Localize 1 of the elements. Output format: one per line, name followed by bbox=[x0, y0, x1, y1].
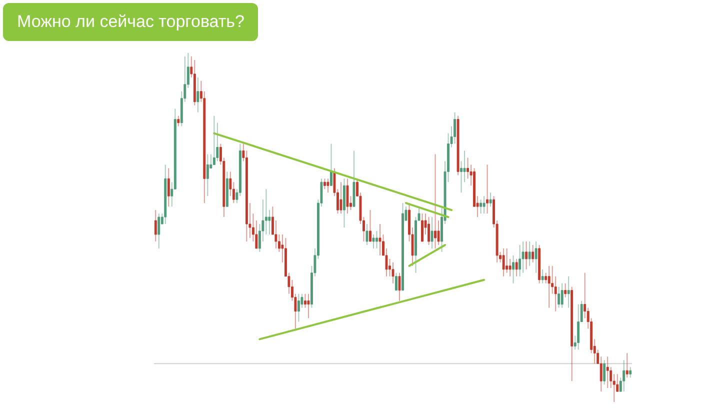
chart-title: Можно ли сейчас торговать? bbox=[3, 3, 258, 41]
